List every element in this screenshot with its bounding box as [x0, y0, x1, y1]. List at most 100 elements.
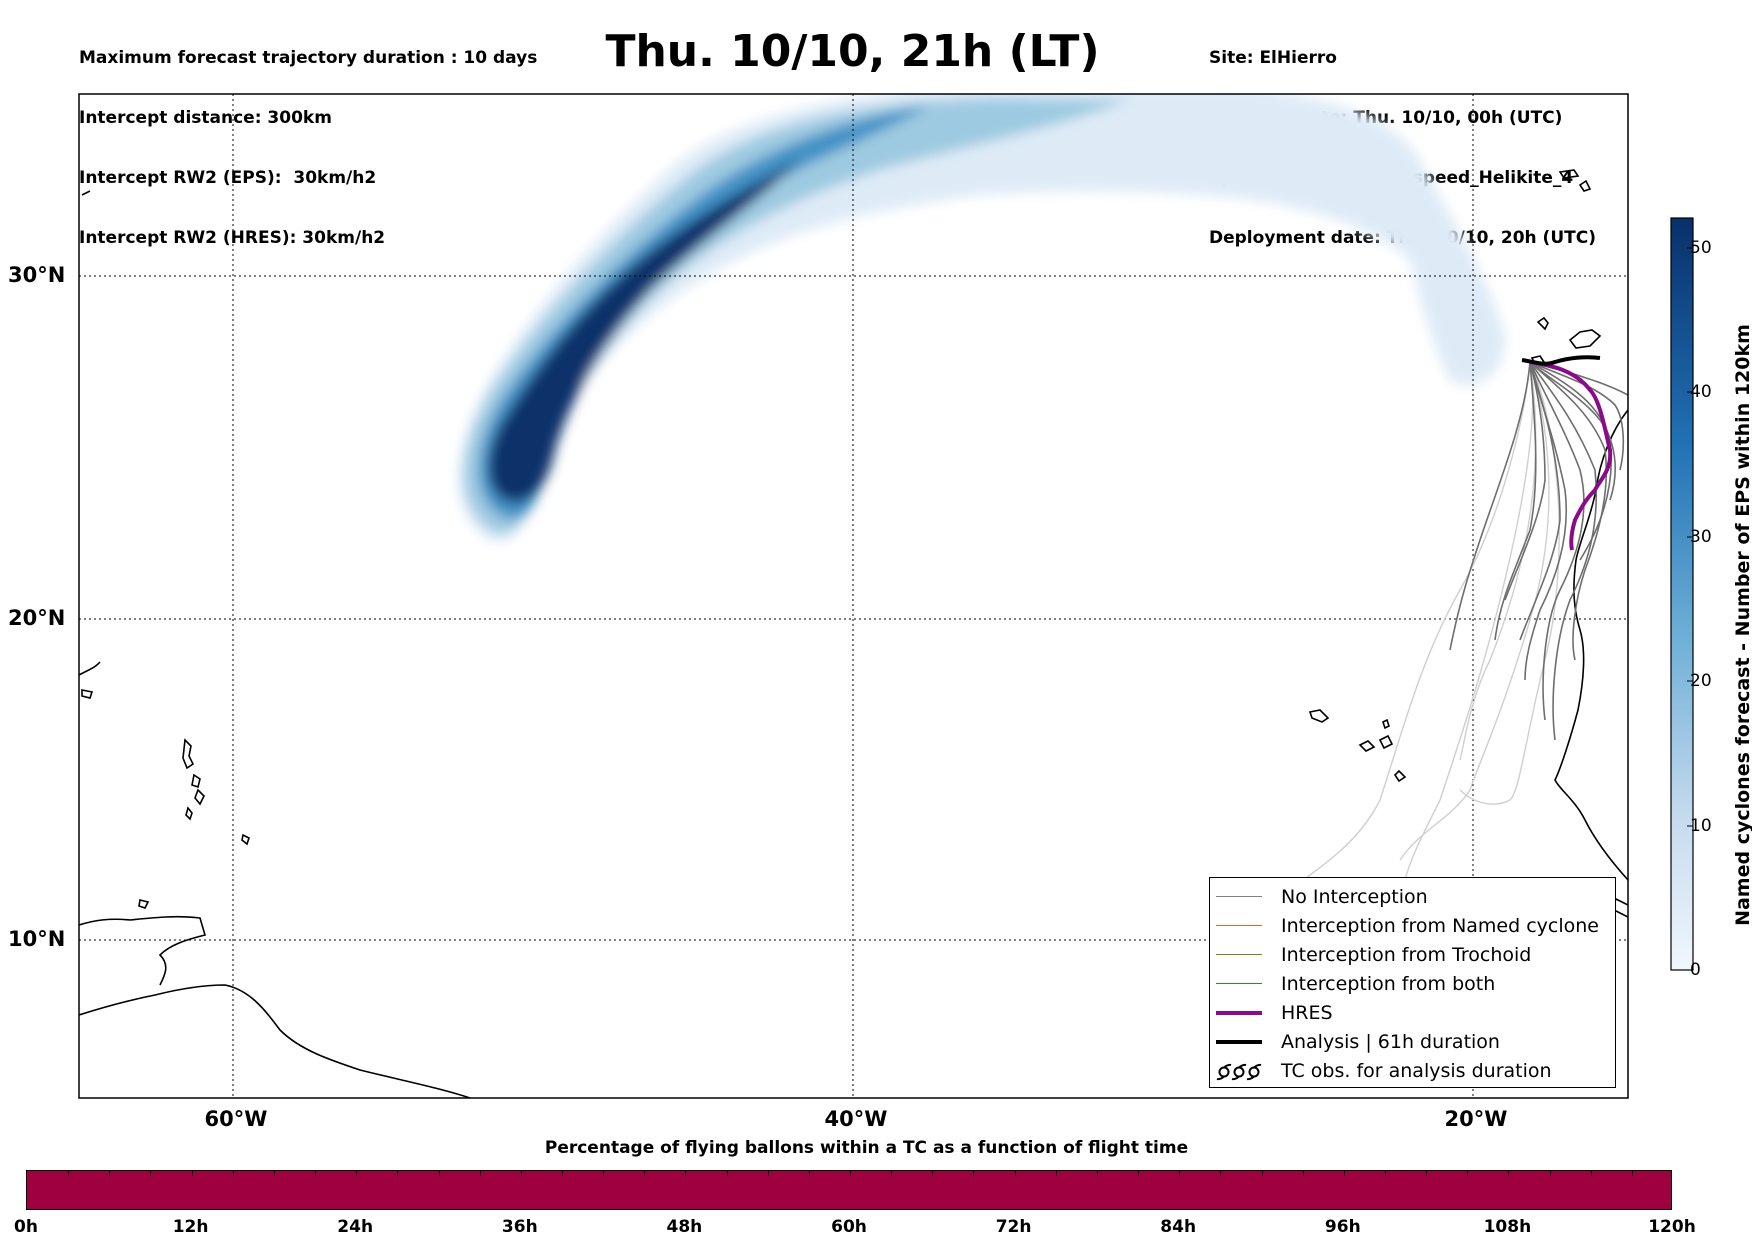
site-line: Site: ElHierro	[1209, 48, 1337, 68]
time-bar-minor-tick	[1220, 1171, 1222, 1176]
time-bar-minor-tick	[1384, 1171, 1386, 1176]
colorbar-tick: 20	[1690, 671, 1712, 691]
legend-label: Interception from Named cyclone	[1281, 914, 1599, 937]
param-line: Maximum forecast trajectory duration : 1…	[79, 48, 538, 68]
param-line: Intercept RW2 (EPS): 30km/h2	[79, 168, 377, 188]
time-tick: 48h	[666, 1217, 703, 1237]
time-tick: 0h	[14, 1217, 38, 1237]
map-title: Thu. 10/10, 21h (LT)	[605, 26, 1100, 77]
time-bar-title: Percentage of flying ballons within a TC…	[544, 1138, 1189, 1158]
longitude-label: 20°W	[1444, 1107, 1508, 1131]
cyclone-symbol-icon	[1216, 1063, 1262, 1080]
legend-swatch-hres	[1216, 1010, 1262, 1015]
time-bar-minor-tick	[1467, 1171, 1469, 1176]
param-line: Intercept distance: 300km	[79, 108, 332, 128]
time-tick: 12h	[172, 1217, 209, 1237]
time-bar-minor-tick	[767, 1171, 769, 1176]
time-bar-minor-tick	[479, 1171, 481, 1176]
colorbar-tick: 10	[1690, 816, 1712, 836]
time-bar-minor-tick	[1590, 1171, 1592, 1176]
time-tick: 84h	[1160, 1217, 1197, 1237]
colorbar-ticks	[1687, 247, 1693, 827]
map-frame	[78, 93, 1629, 1099]
time-bar-minor-tick	[603, 1171, 605, 1176]
time-bar-minor-tick	[191, 1171, 193, 1176]
colorbar-tick: 40	[1690, 382, 1712, 402]
legend-label: Interception from Trochoid	[1281, 943, 1532, 966]
time-bar-minor-tick	[685, 1171, 687, 1176]
time-tick: 120h	[1648, 1217, 1696, 1237]
legend-label: Analysis | 61h duration	[1281, 1030, 1500, 1053]
time-bar-minor-tick	[232, 1171, 234, 1176]
time-bar-minor-tick	[850, 1171, 851, 1176]
legend-item: Interception from Trochoid	[1210, 940, 1615, 969]
time-bar-minor-tick	[644, 1171, 646, 1176]
time-tick: 96h	[1324, 1217, 1361, 1237]
param-line: Intercept RW2 (HRES): 30km/h2	[79, 228, 386, 248]
legend-label: HRES	[1281, 1001, 1333, 1024]
flight-time-bar	[26, 1170, 1672, 1210]
time-bar-minor-tick	[973, 1171, 975, 1176]
time-bar-minor-tick	[1138, 1171, 1140, 1176]
analysis-trajectory	[1521, 355, 1601, 366]
time-bar-minor-tick	[1055, 1171, 1057, 1176]
eps-trajectories	[1289, 355, 1628, 891]
time-bar-minor-tick	[891, 1171, 893, 1176]
time-bar-minor-tick	[315, 1171, 317, 1176]
legend-label: Interception from both	[1281, 972, 1496, 995]
colorbar-tick: 30	[1690, 527, 1712, 547]
time-bar-minor-tick	[520, 1171, 522, 1176]
time-bar-minor-tick	[1261, 1171, 1263, 1176]
time-bar-minor-tick	[1302, 1171, 1304, 1176]
time-bar-minor-tick	[1426, 1171, 1428, 1176]
time-bar-minor-tick	[1179, 1171, 1181, 1176]
legend-label: TC obs. for analysis duration	[1281, 1059, 1552, 1082]
latitude-label: 10°N	[8, 927, 66, 951]
legend-item: Interception from both	[1210, 969, 1615, 998]
legend-swatch-named-cyclone	[1216, 925, 1262, 926]
time-bar-minor-tick	[1631, 1171, 1633, 1176]
colorbar-tick: 0	[1690, 960, 1701, 980]
time-bar-minor-tick	[1096, 1171, 1098, 1176]
colorbar-tick: 50	[1690, 238, 1712, 258]
time-bar-minor-tick	[932, 1171, 934, 1176]
time-tick: 36h	[501, 1217, 538, 1237]
legend-item: HRES	[1210, 998, 1615, 1027]
colorbar-label: Named cyclones forecast - Number of EPS …	[1732, 324, 1752, 926]
colorbar	[1670, 217, 1694, 971]
legend-item: TC obs. for analysis duration	[1210, 1056, 1615, 1085]
longitude-label: 60°W	[204, 1107, 268, 1131]
time-bar-minor-tick	[438, 1171, 440, 1176]
latitude-label: 30°N	[8, 263, 66, 287]
legend-item: No Interception	[1210, 882, 1615, 911]
legend-swatch-both	[1216, 983, 1262, 984]
time-bar-minor-tick	[68, 1171, 70, 1176]
legend-item: Analysis | 61h duration	[1210, 1027, 1615, 1056]
time-tick: 24h	[337, 1217, 374, 1237]
latitude-label: 20°N	[8, 606, 66, 630]
legend-swatch-analysis	[1216, 1039, 1262, 1044]
time-bar-minor-tick	[1343, 1171, 1345, 1176]
legend-item: Interception from Named cyclone	[1210, 911, 1615, 940]
cyclone-density-field	[457, 94, 1506, 542]
legend-swatch-no-interception	[1216, 896, 1262, 897]
time-bar-minor-tick	[1508, 1171, 1510, 1176]
time-bar-minor-tick	[1549, 1171, 1551, 1176]
map-legend: No Interception Interception from Named …	[1209, 877, 1616, 1088]
legend-swatch-trochoid	[1216, 954, 1262, 955]
time-bar-minor-tick	[808, 1171, 810, 1176]
time-tick: 108h	[1483, 1217, 1532, 1237]
longitude-label: 40°W	[824, 1107, 888, 1131]
time-bar-minor-tick	[397, 1171, 399, 1176]
time-tick: 72h	[995, 1217, 1032, 1237]
time-bar-minor-tick	[726, 1171, 728, 1176]
legend-label: No Interception	[1281, 885, 1428, 908]
time-tick: 60h	[831, 1217, 867, 1237]
forecast-parameters: Maximum forecast trajectory duration : 1…	[79, 8, 537, 268]
time-bar-minor-tick	[1014, 1171, 1016, 1176]
time-bar-minor-tick	[356, 1171, 358, 1176]
time-bar-minor-tick	[109, 1171, 111, 1176]
time-bar-minor-tick	[561, 1171, 563, 1176]
time-bar-minor-tick	[150, 1171, 152, 1176]
